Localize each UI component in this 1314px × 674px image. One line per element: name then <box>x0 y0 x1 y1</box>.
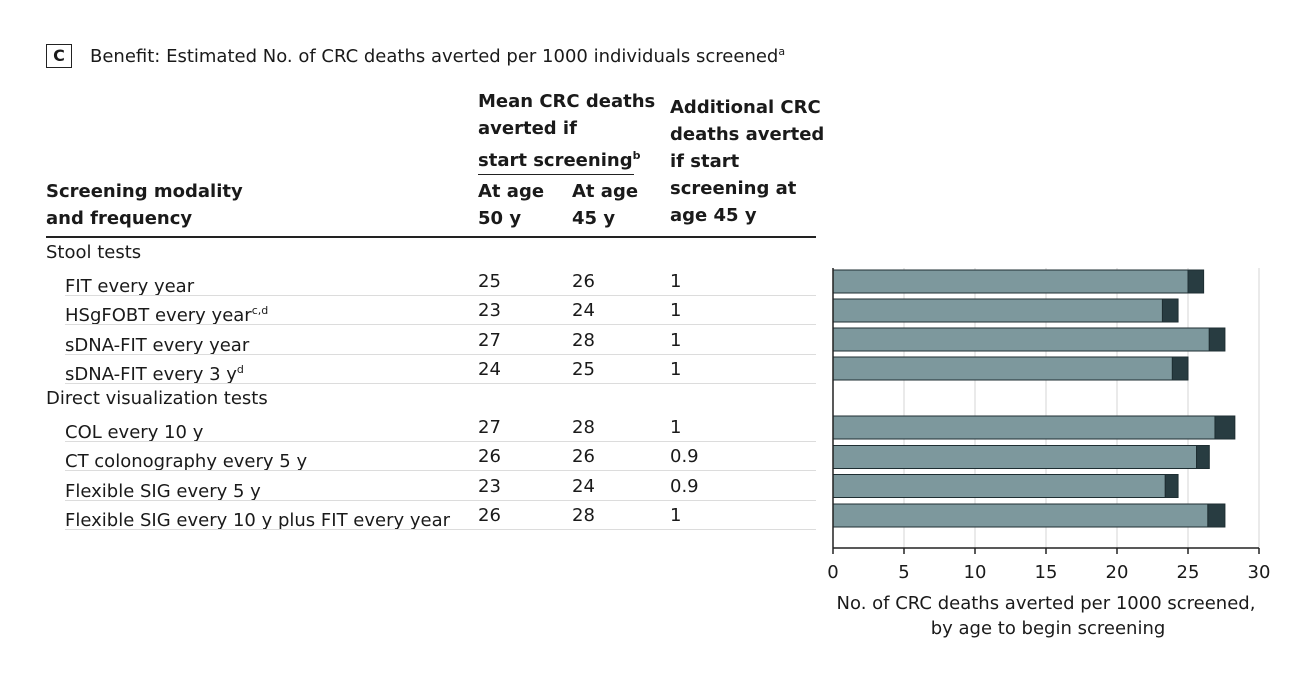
additional-deaths-cell: 0.9 <box>670 475 699 497</box>
table-row: Flexible SIG every 5 y 23 24 0.9 <box>46 472 816 502</box>
additional-deaths-cell: 1 <box>670 271 682 293</box>
modality-label: sDNA-FIT every year <box>65 334 250 356</box>
bar-segment-additional <box>1196 445 1210 469</box>
modality-label: FIT every year <box>65 276 195 298</box>
modality-label: CT colonography every 5 y <box>65 451 308 473</box>
bar-segment-additional <box>1214 415 1236 440</box>
row-divider <box>65 441 816 443</box>
table-row: Flexible SIG every 10 y plus FIT every y… <box>46 501 816 531</box>
deaths-age50-cell: 24 <box>478 358 501 380</box>
table-group-row: Stool tests <box>46 238 816 267</box>
deaths-age45-cell: 24 <box>572 475 595 497</box>
deaths-age50-cell: 23 <box>478 300 501 322</box>
x-tick-label: 10 <box>964 562 987 583</box>
x-tick-label: 25 <box>1177 562 1200 583</box>
modality-label: Flexible SIG every 10 y plus FIT every y… <box>65 509 451 531</box>
row-divider <box>65 353 816 355</box>
row-divider <box>65 382 816 384</box>
deaths-age50-cell: 26 <box>478 446 501 468</box>
bar-segment-age50 <box>832 445 1198 469</box>
figure-title: Benefit: Estimated No. of CRC deaths ave… <box>90 45 786 67</box>
table-group-row: Direct visualization tests <box>46 384 816 413</box>
deaths-age50-cell: 27 <box>478 417 501 439</box>
header-group-rule <box>478 174 634 175</box>
modality-label: Flexible SIG every 5 y <box>65 480 261 502</box>
row-divider <box>65 499 816 501</box>
header-additional: Additional CRC deaths averted if start s… <box>670 97 825 226</box>
deaths-age50-cell: 23 <box>478 475 501 497</box>
table-row: sDNA-FIT every 3 yd 24 25 1 <box>46 355 816 385</box>
bar-segment-additional <box>1207 503 1226 528</box>
table-row: sDNA-FIT every year 27 28 1 <box>46 326 816 356</box>
x-axis-label: No. of CRC deaths averted per 1000 scree… <box>837 593 1256 614</box>
deaths-age45-cell: 28 <box>572 417 595 439</box>
additional-deaths-cell: 0.9 <box>670 446 699 468</box>
additional-deaths-cell: 1 <box>670 417 682 439</box>
bar-segment-additional <box>1208 327 1226 352</box>
group-label: Stool tests <box>46 242 142 263</box>
bar-segment-age50 <box>832 415 1216 440</box>
deaths-age45-cell: 25 <box>572 358 595 380</box>
bar-segment-age50 <box>832 474 1166 498</box>
x-tick-label: 20 <box>1106 562 1129 583</box>
bar-segment-age50 <box>832 298 1163 323</box>
header-mean-deaths: Mean CRC deaths averted if start screeni… <box>478 91 656 171</box>
deaths-age50-cell: 27 <box>478 329 501 351</box>
modality-label: COL every 10 y <box>65 422 204 444</box>
table-row: CT colonography every 5 y 26 26 0.9 <box>46 442 816 472</box>
x-tick-label: 0 <box>827 562 838 583</box>
panel-letter: C <box>46 44 72 68</box>
bar-segment-additional <box>1164 474 1179 498</box>
deaths-age50-cell: 25 <box>478 271 501 293</box>
table-row: COL every 10 y 27 28 1 <box>46 413 816 443</box>
deaths-age45-cell: 28 <box>572 504 595 526</box>
row-divider <box>65 295 816 297</box>
row-divider <box>65 470 816 472</box>
additional-deaths-cell: 1 <box>670 300 682 322</box>
bar-segment-additional <box>1161 298 1179 323</box>
deaths-age45-cell: 24 <box>572 300 595 322</box>
additional-deaths-cell: 1 <box>670 504 682 526</box>
x-tick-label: 30 <box>1248 562 1271 583</box>
header-rule <box>46 236 816 238</box>
deaths-age45-cell: 28 <box>572 329 595 351</box>
table-row: FIT every year 25 26 1 <box>46 267 816 297</box>
row-divider <box>65 528 816 530</box>
deaths-age50-cell: 26 <box>478 504 501 526</box>
table-row: HSgFOBT every yearc,d 23 24 1 <box>46 296 816 326</box>
x-axis-label: by age to begin screening <box>931 618 1166 639</box>
bar-segment-age50 <box>832 327 1210 352</box>
bar-segment-age50 <box>832 356 1173 381</box>
deaths-age45-cell: 26 <box>572 271 595 293</box>
modality-label: sDNA-FIT every 3 yd <box>65 362 244 385</box>
header-age50: At age 50 y <box>478 181 545 229</box>
header-age45: At age 45 y <box>572 181 639 229</box>
group-label: Direct visualization tests <box>46 388 268 409</box>
row-divider <box>65 324 816 326</box>
bar-segment-additional <box>1187 269 1205 294</box>
deaths-age45-cell: 26 <box>572 446 595 468</box>
x-tick-label: 15 <box>1035 562 1058 583</box>
header-modality: Screening modality and frequency <box>46 181 243 229</box>
additional-deaths-cell: 1 <box>670 358 682 380</box>
modality-label: HSgFOBT every yearc,d <box>65 304 269 327</box>
bar-segment-age50 <box>832 503 1209 528</box>
x-tick-label: 5 <box>898 562 909 583</box>
bar-segment-additional <box>1171 356 1189 381</box>
additional-deaths-cell: 1 <box>670 329 682 351</box>
bar-segment-age50 <box>832 269 1189 294</box>
